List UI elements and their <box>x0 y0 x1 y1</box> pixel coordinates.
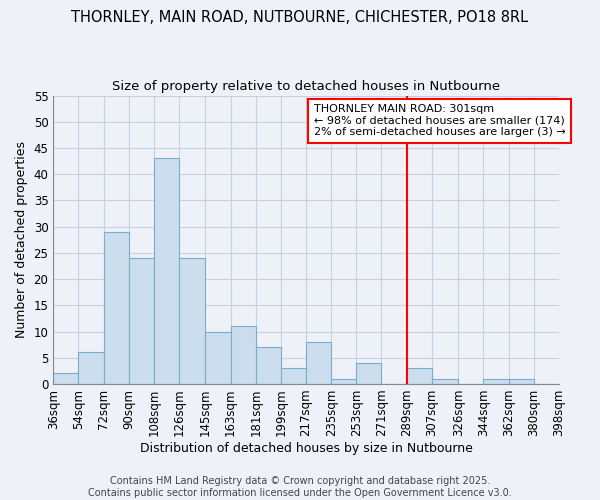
Y-axis label: Number of detached properties: Number of detached properties <box>15 142 28 338</box>
Bar <box>306 342 331 384</box>
Bar <box>331 378 356 384</box>
Text: Contains HM Land Registry data © Crown copyright and database right 2025.
Contai: Contains HM Land Registry data © Crown c… <box>88 476 512 498</box>
Text: THORNLEY MAIN ROAD: 301sqm
← 98% of detached houses are smaller (174)
2% of semi: THORNLEY MAIN ROAD: 301sqm ← 98% of deta… <box>314 104 565 138</box>
Bar <box>179 258 205 384</box>
Bar <box>509 378 533 384</box>
Bar <box>205 332 230 384</box>
Bar <box>230 326 256 384</box>
Bar <box>407 368 432 384</box>
Title: Size of property relative to detached houses in Nutbourne: Size of property relative to detached ho… <box>112 80 500 93</box>
Bar <box>79 352 104 384</box>
Bar <box>53 374 79 384</box>
Bar <box>104 232 128 384</box>
X-axis label: Distribution of detached houses by size in Nutbourne: Distribution of detached houses by size … <box>140 442 472 455</box>
Bar <box>154 158 179 384</box>
Bar <box>356 363 382 384</box>
Bar <box>128 258 154 384</box>
Text: THORNLEY, MAIN ROAD, NUTBOURNE, CHICHESTER, PO18 8RL: THORNLEY, MAIN ROAD, NUTBOURNE, CHICHEST… <box>71 10 529 25</box>
Bar <box>432 378 458 384</box>
Bar <box>484 378 509 384</box>
Bar <box>281 368 306 384</box>
Bar <box>256 348 281 384</box>
